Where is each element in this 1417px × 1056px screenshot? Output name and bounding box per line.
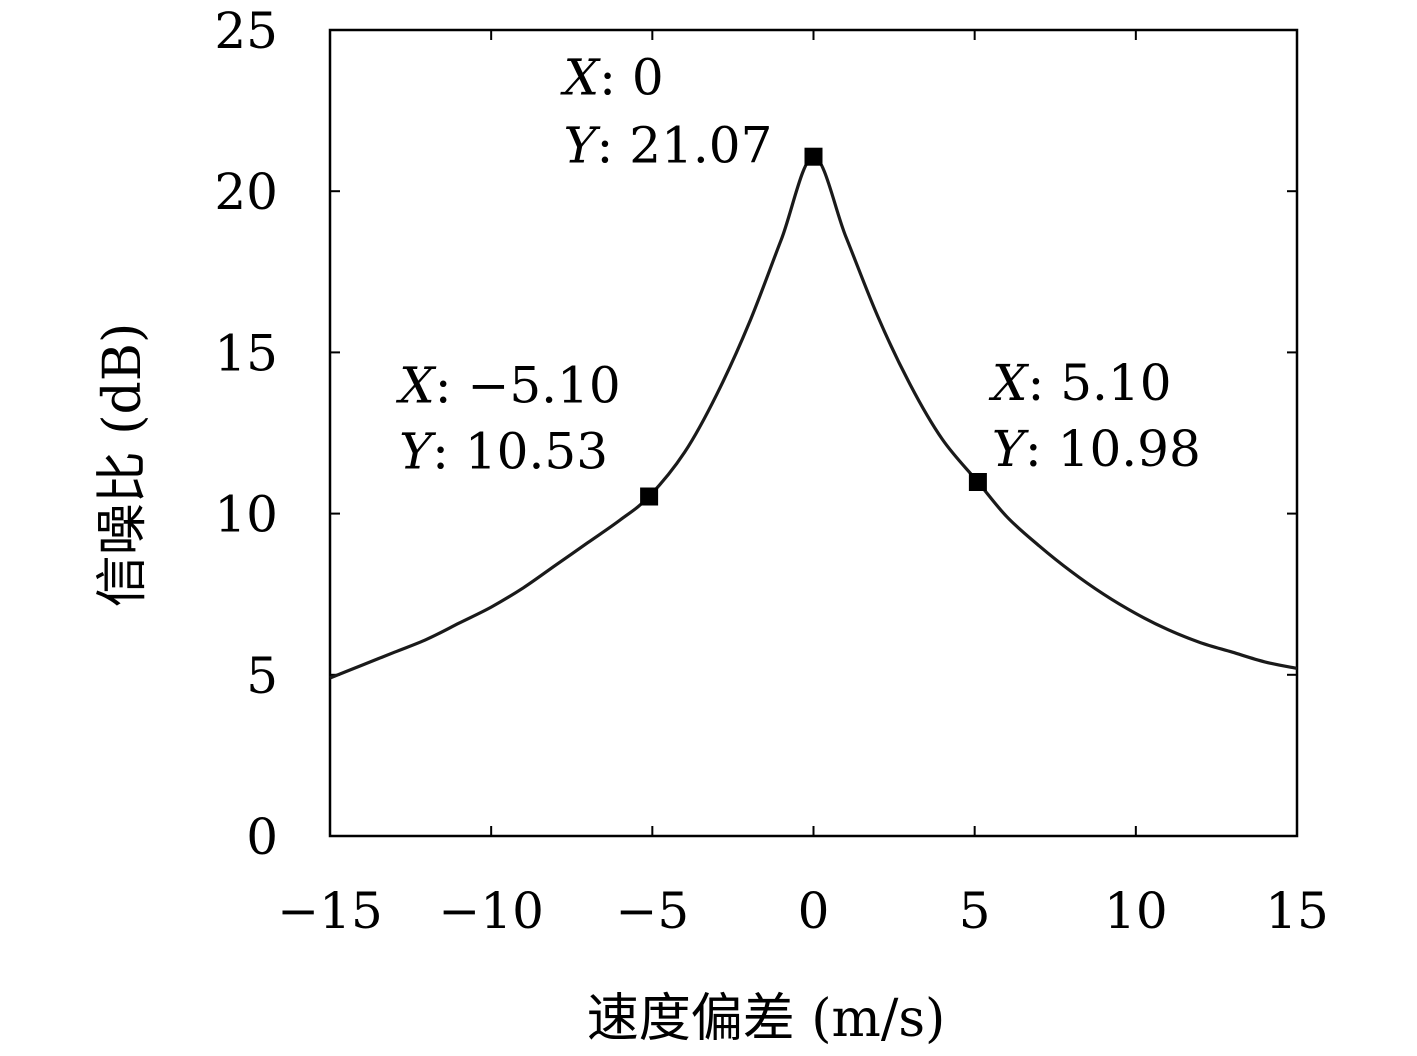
datatip-x-label: X: 5.10	[988, 354, 1172, 412]
y-tick-label: 10	[214, 486, 278, 544]
x-tick-label: 10	[1104, 882, 1168, 940]
axis-ticks	[329, 29, 1298, 837]
datatip-y-prefix: Y	[564, 117, 601, 175]
y-tick-label: 15	[214, 324, 278, 382]
datatip-y-label: Y: 10.53	[399, 423, 608, 481]
x-tick-label: 15	[1265, 882, 1329, 940]
datatip-y-value: : 10.53	[432, 423, 608, 481]
y-tick-label: 0	[246, 808, 278, 866]
datatip-x-value: : 5.10	[1027, 354, 1171, 412]
x-tick-label: 0	[798, 882, 830, 940]
datatip-y-label: Y: 10.98	[992, 420, 1201, 478]
y-tick-label: 5	[246, 647, 278, 705]
x-tick-label: −5	[615, 882, 689, 940]
tick-labels: −15 −10 −5 0 5 10 15 0 5 10 15 20 25	[214, 2, 1328, 940]
snr-curve	[329, 155, 1298, 680]
datatip-y-value: : 10.98	[1025, 420, 1201, 478]
datatip-x-value: : −5.10	[435, 357, 621, 415]
datatip-marker	[804, 147, 823, 166]
y-tick-label: 25	[214, 2, 278, 60]
datatip-y-prefix: Y	[399, 423, 436, 481]
x-tick-label: 5	[959, 882, 991, 940]
datatip-marker	[640, 487, 659, 506]
x-axis-title: 速度偏差 (m/s)	[587, 989, 946, 1049]
datatip-y-label: Y: 21.07	[564, 117, 773, 175]
datatip-x-prefix: X	[988, 354, 1030, 412]
datatip-x-prefix: X	[395, 357, 437, 415]
datatip-x-label: X: 0	[560, 49, 664, 107]
x-tick-label: −10	[438, 882, 544, 940]
datatip-x-prefix: X	[560, 49, 602, 107]
annotations-layer: X: 0Y: 21.07X: −5.10Y: 10.53X: 5.10Y: 10…	[395, 49, 1201, 506]
datatip-y-prefix: Y	[992, 420, 1029, 478]
y-axis-title: 信噪比 (dB)	[93, 323, 153, 608]
datatip-x-label: X: −5.10	[395, 357, 621, 415]
x-tick-label: −15	[277, 882, 383, 940]
datatip-y-value: : 21.07	[597, 117, 773, 175]
y-tick-label: 20	[214, 163, 278, 221]
datatip-x-value: : 0	[599, 49, 664, 107]
series-layer	[329, 155, 1298, 680]
datatip-marker	[968, 473, 987, 492]
